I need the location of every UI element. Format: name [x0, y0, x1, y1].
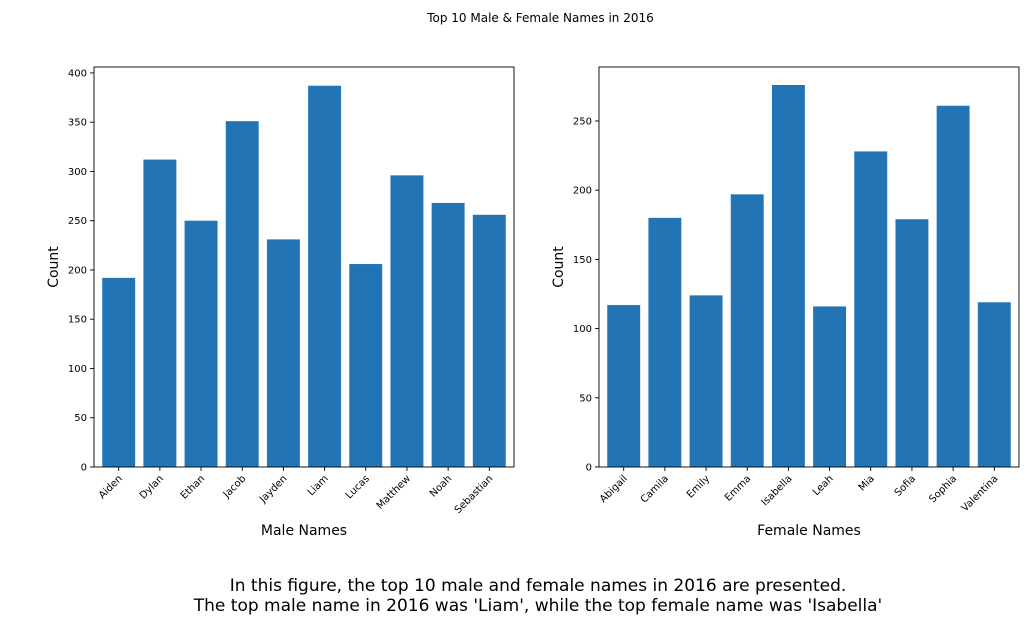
female-xtick-label: Abigail: [598, 473, 630, 505]
male-xtick-label: Liam: [306, 473, 331, 498]
male-bar-sebastian: [472, 214, 506, 467]
female-ytick-label: 0: [586, 463, 592, 474]
female-bar-emily: [689, 295, 723, 467]
male-ytick-label: 50: [74, 413, 87, 424]
female-xtick-label: Emily: [685, 473, 712, 500]
female-yaxis-label: Count: [551, 246, 567, 288]
female-xtick-label: Valentina: [960, 473, 1001, 514]
caption-line-1: In this figure, the top 10 male and fema…: [229, 576, 847, 596]
female-xtick-label: Emma: [723, 473, 753, 503]
male-bar-dylan: [143, 159, 177, 468]
female-xtick-label: Sofia: [893, 473, 918, 498]
female-ytick-label: 50: [579, 393, 592, 404]
male-ytick-label: 350: [68, 118, 87, 129]
female-bar-sophia: [936, 105, 970, 467]
male-names-chart-svg: 0 50 100 150 200 250 300 350 400 Aiden Dylan Ethan J…: [46, 66, 515, 539]
male-ytick-label: 300: [68, 167, 87, 178]
caption-line-2: The top male name in 2016 was 'Liam', wh…: [193, 596, 883, 616]
female-names-chart: 0 50 100 150 200 250 Abigail Camila Emily Emma Isa…: [545, 60, 1035, 540]
male-ytick-label: 100: [68, 364, 87, 375]
male-bar-lucas: [349, 264, 383, 467]
male-bar-jayden: [266, 239, 300, 467]
male-bar-ethan: [184, 220, 218, 467]
figure-title: Top 10 Male & Female Names in 2016: [427, 11, 654, 25]
male-xaxis-label: Male Names: [261, 523, 347, 539]
male-axes-frame: [93, 66, 515, 468]
male-ytick-label: 200: [68, 265, 87, 276]
male-ytick-label: 250: [68, 216, 87, 227]
female-xtick-label: Sophia: [927, 473, 959, 505]
female-ytick-label: 150: [573, 255, 592, 266]
male-yaxis-label: Count: [46, 246, 62, 288]
male-xtick-label: Dylan: [138, 473, 166, 501]
female-axes-frame: [598, 66, 1020, 468]
female-bar-sofia: [895, 219, 929, 467]
male-bar-matthew: [390, 175, 424, 467]
male-xtick-label: Lucas: [344, 473, 372, 501]
female-bar-emma: [730, 194, 764, 467]
female-xtick-label: Leah: [811, 473, 836, 498]
male-xtick-label: Jacob: [221, 473, 249, 501]
male-ytick-label: 0: [81, 463, 87, 474]
female-ytick-label: 200: [573, 186, 592, 197]
male-bar-noah: [431, 202, 465, 467]
male-xtick-label: Aiden: [97, 473, 125, 501]
female-bar-leah: [813, 306, 847, 467]
female-xtick-label: Mia: [857, 473, 877, 493]
male-xtick-label: Sebastian: [453, 473, 496, 516]
female-xtick-label: Isabella: [760, 473, 795, 508]
male-bar-jacob: [225, 121, 259, 467]
female-bar-camila: [648, 217, 682, 467]
male-names-chart: 0 50 100 150 200 250 300 350 400 Aiden Dylan Ethan J…: [40, 60, 530, 540]
female-names-chart-svg: 0 50 100 150 200 250 Abigail Camila Emily Emma Isa…: [551, 66, 1020, 539]
female-bar-abigail: [607, 305, 641, 467]
female-bar-isabella: [771, 84, 805, 468]
male-xtick-label: Ethan: [179, 473, 207, 501]
female-xaxis-label: Female Names: [757, 523, 861, 539]
male-ytick-label: 150: [68, 315, 87, 326]
male-bar-liam: [308, 85, 342, 467]
female-bar-mia: [854, 151, 888, 467]
female-bar-valentina: [977, 302, 1011, 467]
male-ytick-label: 400: [68, 68, 87, 79]
male-xtick-label: Jayden: [257, 473, 289, 505]
male-xtick-label: Noah: [428, 473, 454, 499]
male-xtick-label: Matthew: [375, 473, 413, 511]
male-bar-aiden: [102, 277, 136, 467]
female-xtick-label: Camila: [639, 473, 671, 505]
female-ytick-label: 250: [573, 116, 592, 127]
female-ytick-label: 100: [573, 324, 592, 335]
